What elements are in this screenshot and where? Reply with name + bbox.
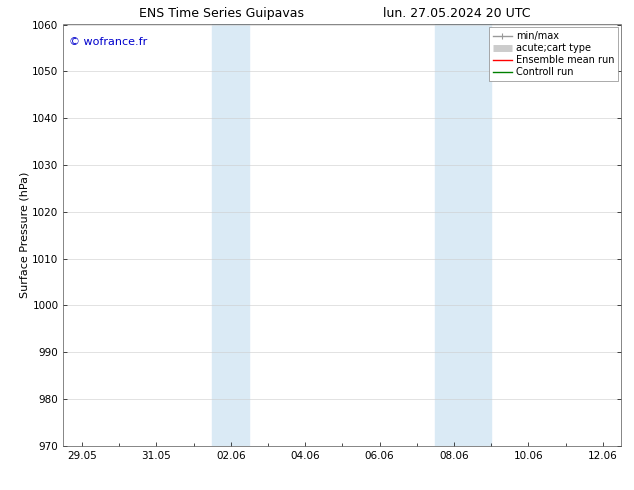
Legend: min/max, acute;cart type, Ensemble mean run, Controll run: min/max, acute;cart type, Ensemble mean … [489,27,618,81]
Bar [436,24,491,446]
Text: lun. 27.05.2024 20 UTC: lun. 27.05.2024 20 UTC [383,7,530,21]
Text: ENS Time Series Guipavas: ENS Time Series Guipavas [139,7,304,21]
Y-axis label: Surface Pressure (hPa): Surface Pressure (hPa) [20,172,30,298]
Text: © wofrance.fr: © wofrance.fr [69,37,147,47]
Bar [212,24,249,446]
